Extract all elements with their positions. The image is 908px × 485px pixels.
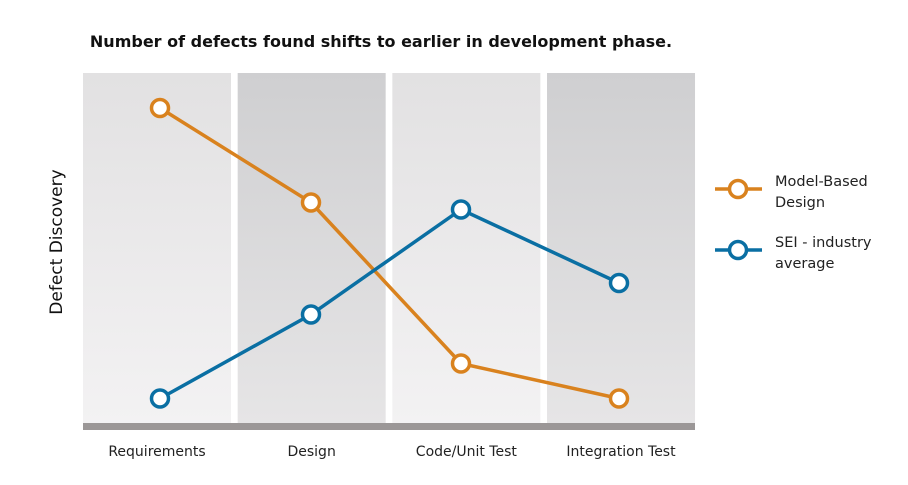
data-point: [608, 388, 630, 409]
data-point: [450, 353, 472, 374]
x-tick-labels: Requirements Design Code/Unit Test Integrat…: [108, 444, 676, 460]
legend-label: Design: [775, 195, 825, 211]
phase-band: [237, 73, 386, 423]
series-line: [159, 106, 620, 401]
legend-label: average: [775, 256, 834, 272]
data-point: [300, 304, 322, 325]
phase-band: [83, 73, 231, 423]
data-point: [300, 192, 322, 213]
data-point: [149, 97, 171, 119]
x-tick-label: Requirements: [108, 444, 205, 460]
series-group: [149, 97, 630, 409]
phase-bands: [83, 73, 696, 423]
data-point: [608, 272, 630, 294]
data-point: [450, 199, 472, 220]
series-line: [159, 207, 620, 401]
phase-band: [547, 73, 696, 423]
legend-marker: [727, 178, 749, 200]
legend: Model-Based Design SEI - industry average: [715, 174, 872, 272]
chart-title: Number of defects found shifts to earlie…: [90, 32, 672, 51]
x-tick-label: Design: [287, 444, 335, 460]
legend-marker: [727, 239, 749, 261]
legend-label: Model-Based: [775, 174, 868, 190]
legend-label: SEI - industry: [775, 235, 872, 251]
y-axis-label: Defect Discovery: [47, 169, 67, 314]
data-point: [149, 388, 171, 409]
x-tick-label: Integration Test: [566, 444, 676, 460]
x-axis-baseline: [83, 423, 695, 430]
x-tick-label: Code/Unit Test: [416, 444, 518, 460]
